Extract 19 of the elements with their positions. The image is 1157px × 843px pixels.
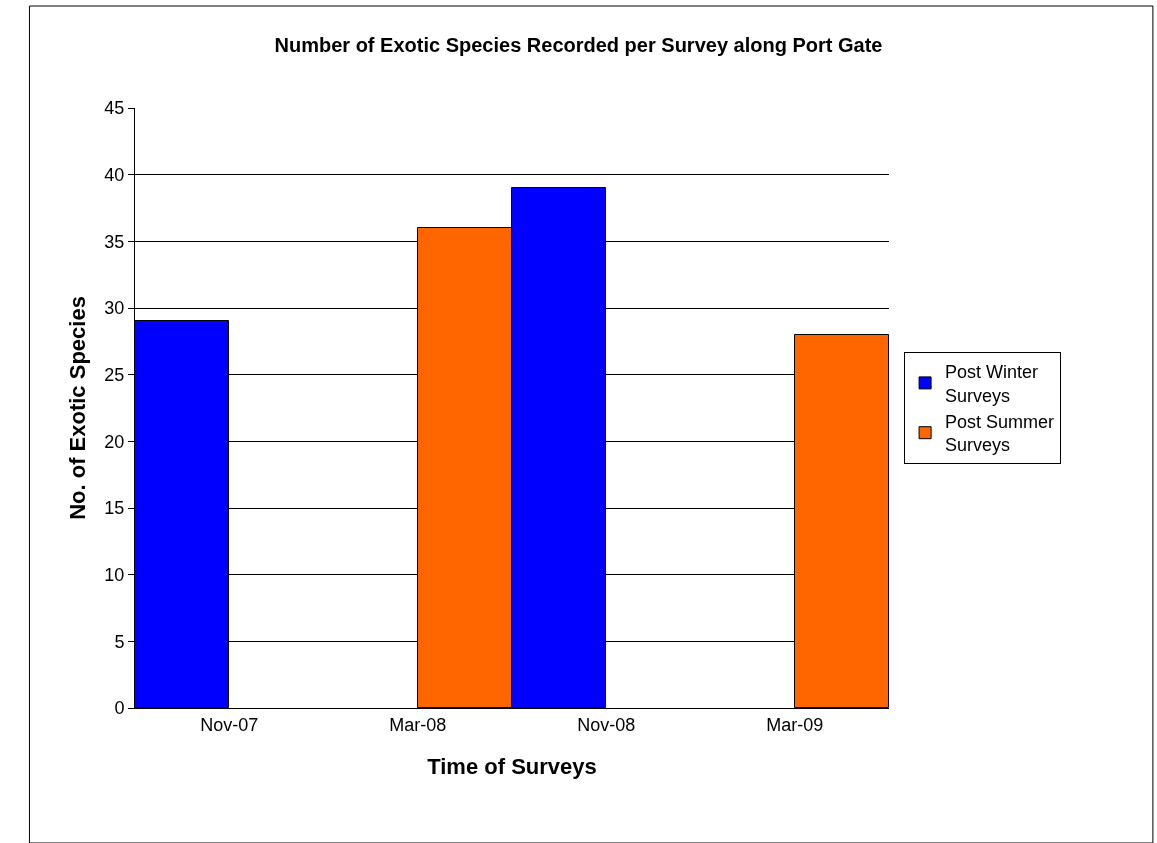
y-tick-label: 30: [104, 298, 125, 319]
y-axis-title: No. of Exotic Species: [65, 296, 91, 520]
x-axis-title: Time of Surveys: [427, 754, 597, 780]
y-tick-label: 40: [104, 164, 125, 185]
chart-title: Number of Exotic Species Recorded per Survey along Port Gate: [274, 33, 883, 56]
legend-label: Post Summer Surveys: [945, 412, 1055, 456]
x-tick-label: Nov-08: [577, 714, 636, 735]
y-tick-label: 25: [104, 364, 125, 385]
x-tick-label: Mar-09: [766, 714, 824, 735]
y-tick-label: 10: [104, 564, 125, 585]
y-tick-label: 0: [114, 698, 125, 719]
y-tick-label: 45: [104, 98, 125, 119]
y-tick-label: 20: [104, 431, 125, 452]
y-tick-label: 35: [104, 231, 125, 252]
y-tick-label: 15: [104, 498, 125, 519]
x-tick-label: Mar-08: [389, 714, 447, 735]
x-tick-label: Nov-07: [200, 714, 259, 735]
y-tick-label: 5: [114, 631, 125, 652]
legend-label: Post Winter Surveys: [945, 362, 1039, 406]
